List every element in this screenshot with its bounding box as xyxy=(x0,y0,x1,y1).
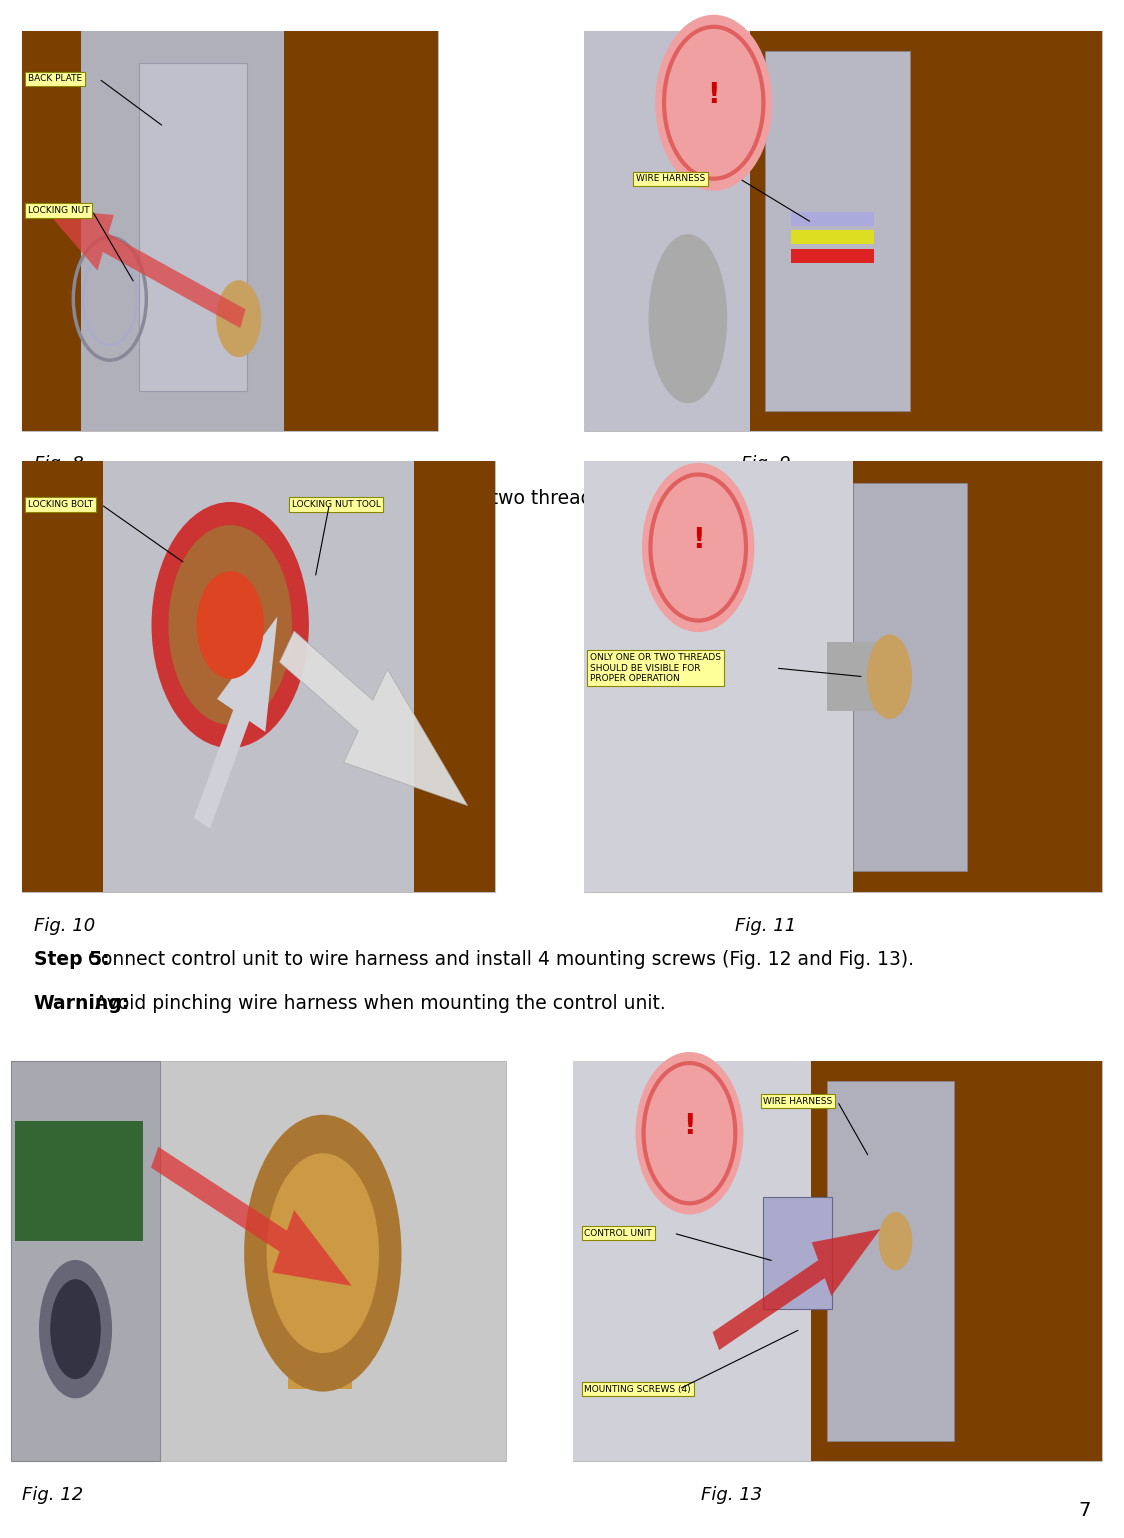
Text: Connect control unit to wire harness and install 4 mounting screws (Fig. 12 and : Connect control unit to wire harness and… xyxy=(82,950,914,969)
Text: Only one or two threads should be visible for proper: Only one or two threads should be visibl… xyxy=(370,489,865,508)
FancyBboxPatch shape xyxy=(11,1061,506,1461)
Text: BACK PLATE: BACK PLATE xyxy=(28,74,82,83)
Bar xyxy=(22,461,102,892)
Bar xyxy=(81,31,284,431)
Text: CONTROL UNIT: CONTROL UNIT xyxy=(584,1229,652,1238)
Bar xyxy=(11,1061,160,1461)
Bar xyxy=(791,249,874,263)
Text: WIRE HARNESS: WIRE HARNESS xyxy=(636,174,706,183)
Ellipse shape xyxy=(51,1280,101,1380)
Text: operation (Fig. 11).: operation (Fig. 11). xyxy=(34,532,212,551)
Text: ONLY ONE OR TWO THREADS
SHOULD BE VISIBLE FOR
PROPER OPERATION: ONLY ONE OR TWO THREADS SHOULD BE VISIBL… xyxy=(590,654,722,683)
FancyBboxPatch shape xyxy=(22,31,438,431)
Text: 7: 7 xyxy=(1078,1501,1090,1520)
Ellipse shape xyxy=(635,1052,743,1215)
Bar xyxy=(853,483,967,871)
Text: !: ! xyxy=(707,82,720,109)
FancyBboxPatch shape xyxy=(584,31,1102,431)
Bar xyxy=(230,31,284,431)
Bar xyxy=(139,63,247,391)
FancyArrow shape xyxy=(280,631,468,806)
Bar xyxy=(810,1061,1102,1461)
Text: WIRE HARNESS: WIRE HARNESS xyxy=(763,1097,833,1106)
Text: Warning:: Warning: xyxy=(315,489,411,508)
Ellipse shape xyxy=(216,280,261,357)
Ellipse shape xyxy=(152,501,309,747)
Ellipse shape xyxy=(879,1212,913,1270)
Text: Avoid pinching wire harness when mounting the control unit.: Avoid pinching wire harness when mountin… xyxy=(89,994,665,1012)
Bar xyxy=(15,1121,143,1241)
FancyArrow shape xyxy=(151,1147,352,1286)
Ellipse shape xyxy=(266,1154,379,1353)
Bar xyxy=(102,461,415,892)
Ellipse shape xyxy=(867,634,912,718)
Bar xyxy=(750,31,1102,431)
Text: LOCKING BOLT: LOCKING BOLT xyxy=(28,500,93,509)
Bar xyxy=(765,51,910,411)
Ellipse shape xyxy=(642,463,754,632)
Ellipse shape xyxy=(39,1260,112,1398)
Bar xyxy=(791,212,874,226)
Bar xyxy=(584,31,750,431)
Bar xyxy=(573,1061,810,1461)
Text: LOCKING NUT TOOL: LOCKING NUT TOOL xyxy=(291,500,380,509)
Bar xyxy=(763,1197,832,1309)
Bar xyxy=(22,31,81,431)
Bar xyxy=(288,1253,353,1389)
Text: LOCKING NUT: LOCKING NUT xyxy=(28,206,90,215)
Ellipse shape xyxy=(655,15,772,191)
Bar xyxy=(584,461,853,892)
Text: Warning:: Warning: xyxy=(34,994,130,1012)
Ellipse shape xyxy=(649,234,727,403)
FancyArrow shape xyxy=(45,209,246,328)
Ellipse shape xyxy=(244,1115,401,1392)
Text: Tighten with locking nut tool (Fig. 10).: Tighten with locking nut tool (Fig. 10). xyxy=(34,489,396,508)
Ellipse shape xyxy=(169,524,292,724)
Text: !: ! xyxy=(692,526,705,554)
Text: Fig. 13: Fig. 13 xyxy=(701,1486,762,1504)
Ellipse shape xyxy=(197,571,264,678)
Text: Fig. 9: Fig. 9 xyxy=(741,455,790,474)
Text: Fig. 12: Fig. 12 xyxy=(22,1486,83,1504)
Text: Fig. 10: Fig. 10 xyxy=(34,917,94,935)
FancyBboxPatch shape xyxy=(584,461,1102,892)
Text: Fig. 11: Fig. 11 xyxy=(735,917,796,935)
FancyArrow shape xyxy=(193,617,278,829)
Bar xyxy=(415,461,495,892)
FancyBboxPatch shape xyxy=(22,461,495,892)
Bar xyxy=(827,643,889,711)
Bar xyxy=(284,31,438,431)
Bar xyxy=(853,461,1102,892)
FancyBboxPatch shape xyxy=(573,1061,1102,1461)
Text: Fig. 8: Fig. 8 xyxy=(34,455,83,474)
FancyArrow shape xyxy=(713,1229,880,1350)
Text: Step 5:: Step 5: xyxy=(34,950,109,969)
Bar xyxy=(791,231,874,245)
Text: MOUNTING SCREWS (4): MOUNTING SCREWS (4) xyxy=(584,1384,691,1393)
Text: !: ! xyxy=(683,1112,696,1140)
Bar xyxy=(827,1081,953,1441)
